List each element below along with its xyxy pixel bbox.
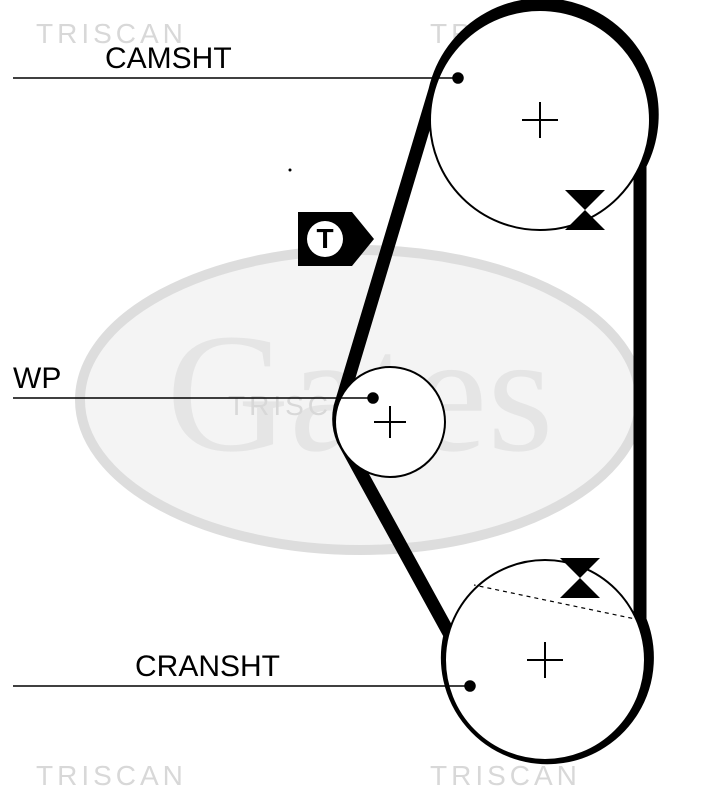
stray-dot — [289, 169, 292, 172]
timing-belt-diagram — [0, 0, 720, 800]
tensioner-letter: T — [307, 221, 343, 257]
leader-waterpump — [13, 393, 378, 403]
crankshaft-label: CRANSHT — [135, 650, 280, 684]
camshaft-label: CAMSHT — [105, 42, 232, 76]
waterpump-label: WP — [13, 362, 61, 396]
leader-camshaft — [13, 73, 463, 83]
tensioner-icon: T — [298, 212, 352, 266]
